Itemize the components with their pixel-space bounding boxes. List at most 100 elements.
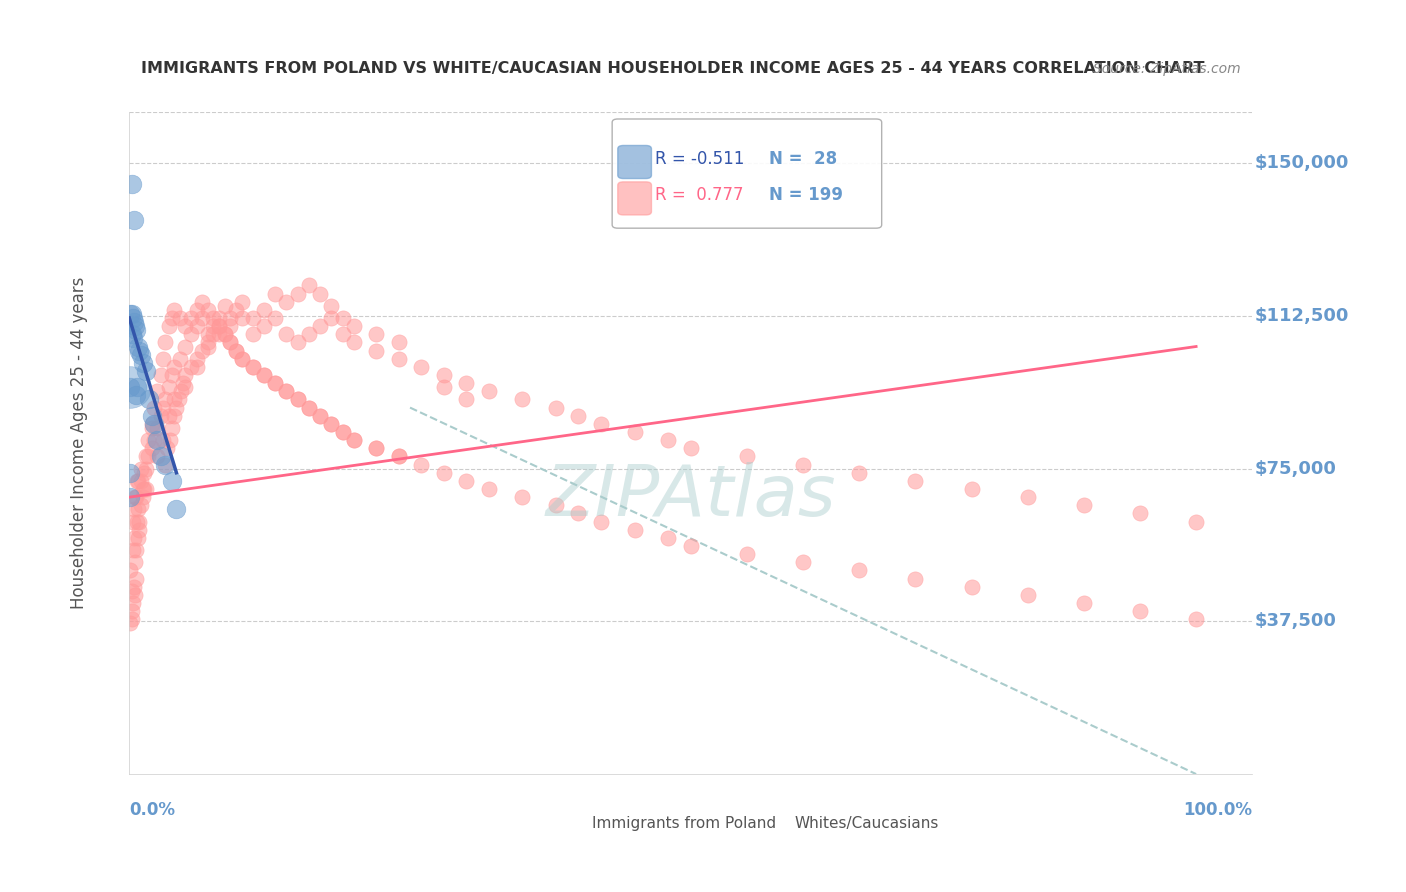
Point <box>122 315 145 329</box>
FancyBboxPatch shape <box>755 812 790 836</box>
Text: Whites/Caucasians: Whites/Caucasians <box>794 815 938 830</box>
Point <box>135 461 157 475</box>
Point <box>679 442 702 456</box>
Point <box>157 319 180 334</box>
Point <box>129 474 152 488</box>
Point <box>157 409 180 423</box>
Point <box>121 583 143 598</box>
Point <box>202 327 225 342</box>
Point <box>127 474 149 488</box>
Text: Immigrants from Poland: Immigrants from Poland <box>592 815 776 830</box>
Point <box>287 392 309 407</box>
Point <box>388 335 411 350</box>
Point <box>343 433 366 447</box>
Point <box>128 515 150 529</box>
Point <box>129 499 152 513</box>
Point <box>276 294 298 309</box>
Point <box>657 433 679 447</box>
Point <box>242 327 264 342</box>
Point <box>169 311 191 326</box>
Point <box>197 302 219 317</box>
Point <box>132 482 155 496</box>
Point <box>143 433 166 447</box>
Point <box>1017 490 1039 504</box>
Point <box>132 490 155 504</box>
Point <box>172 376 194 391</box>
Point <box>231 351 253 366</box>
Text: $150,000: $150,000 <box>1254 154 1348 172</box>
Text: $37,500: $37,500 <box>1254 613 1336 631</box>
Point <box>149 368 172 382</box>
Point <box>120 490 142 504</box>
Point <box>332 425 354 439</box>
Point <box>231 294 253 309</box>
Point <box>155 335 177 350</box>
Point <box>163 302 186 317</box>
Point <box>208 319 231 334</box>
Text: N = 199: N = 199 <box>769 186 844 204</box>
Point <box>174 368 197 382</box>
Point <box>122 531 145 545</box>
Point <box>214 299 236 313</box>
Point <box>960 580 983 594</box>
Point <box>125 323 148 337</box>
Point <box>135 482 157 496</box>
Point <box>155 458 177 472</box>
Point <box>186 351 208 366</box>
Point <box>225 302 247 317</box>
Text: R = -0.511: R = -0.511 <box>655 150 744 168</box>
Point <box>127 531 149 545</box>
Point <box>225 343 247 358</box>
Point <box>456 376 478 391</box>
Point <box>960 482 983 496</box>
Point <box>127 339 149 353</box>
Point <box>146 384 169 399</box>
Point <box>149 450 172 464</box>
Point <box>298 278 321 293</box>
Text: Householder Income Ages 25 - 44 years: Householder Income Ages 25 - 44 years <box>70 277 87 609</box>
Point <box>141 409 163 423</box>
Point <box>321 417 343 431</box>
Point <box>1129 507 1152 521</box>
Point <box>298 401 321 415</box>
Point <box>276 384 298 399</box>
Point <box>366 442 388 456</box>
Point <box>138 392 160 407</box>
Point <box>160 474 183 488</box>
Point <box>287 392 309 407</box>
Point <box>122 580 145 594</box>
Point <box>366 442 388 456</box>
Point <box>127 515 149 529</box>
Point <box>1073 499 1095 513</box>
Point <box>169 351 191 366</box>
Point <box>174 380 197 394</box>
Point <box>735 547 758 561</box>
Point <box>124 490 146 504</box>
Point <box>149 409 172 423</box>
Point <box>160 368 183 382</box>
Point <box>121 311 143 326</box>
Point <box>135 364 157 378</box>
Point <box>623 425 645 439</box>
Point <box>208 319 231 334</box>
Text: Source: ZipAtlas.com: Source: ZipAtlas.com <box>1094 62 1241 76</box>
Point <box>309 409 332 423</box>
Point <box>191 343 214 358</box>
Point <box>155 458 177 472</box>
Point <box>141 417 163 431</box>
Point <box>679 539 702 553</box>
Point <box>1017 588 1039 602</box>
Point <box>197 339 219 353</box>
Point <box>456 392 478 407</box>
Point <box>121 177 143 191</box>
Point <box>120 466 142 480</box>
Point <box>121 596 143 610</box>
Point <box>544 401 567 415</box>
Point <box>253 368 276 382</box>
Point <box>1129 604 1152 618</box>
Text: $75,000: $75,000 <box>1254 459 1336 478</box>
Point <box>225 343 247 358</box>
Point <box>141 421 163 435</box>
Point <box>163 392 186 407</box>
Point <box>456 474 478 488</box>
